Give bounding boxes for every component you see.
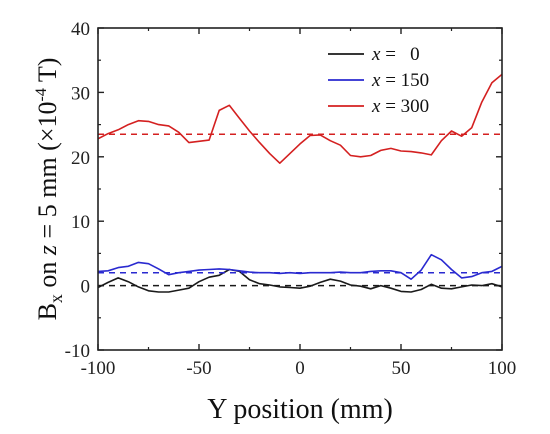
y-axis-title-sup: -4 bbox=[33, 88, 50, 101]
series-line bbox=[98, 268, 502, 293]
y-axis-title-mid: = 5 mm (×10 bbox=[33, 102, 62, 245]
series-line bbox=[98, 73, 502, 164]
y-axis-title-on: on bbox=[33, 255, 62, 294]
y-tick-label: -10 bbox=[65, 341, 90, 362]
plot-frame bbox=[97, 27, 503, 351]
y-tick-label: 30 bbox=[71, 83, 90, 104]
series-layer bbox=[98, 73, 502, 293]
y-tick-label: 0 bbox=[81, 277, 91, 298]
y-tick-label: 40 bbox=[71, 19, 90, 40]
y-axis-title: Bx on z = 5 mm (×10-4 T) bbox=[33, 58, 66, 321]
x-tick-label: -100 bbox=[81, 358, 116, 379]
y-axis-title-main: B bbox=[33, 303, 62, 320]
x-tick-label: 0 bbox=[295, 358, 305, 379]
series-line bbox=[98, 253, 502, 280]
y-axis-title-sub: x bbox=[46, 294, 66, 303]
x-tick-label: -50 bbox=[186, 358, 211, 379]
x-tick-label: 50 bbox=[392, 358, 411, 379]
y-tick-label: 20 bbox=[71, 148, 90, 169]
y-axis-title-tail: T) bbox=[33, 58, 62, 89]
legend-label: x = 0 bbox=[371, 44, 420, 65]
legend: x = 0 x = 150 x = 300 bbox=[328, 44, 429, 117]
x-axis-title: Y position (mm) bbox=[207, 394, 393, 425]
legend-label: x = 300 bbox=[371, 96, 429, 117]
y-axis-title-z: z bbox=[33, 245, 62, 256]
y-tick-label: 10 bbox=[71, 212, 90, 233]
x-tick-label: 100 bbox=[488, 358, 517, 379]
legend-label: x = 150 bbox=[371, 70, 429, 91]
